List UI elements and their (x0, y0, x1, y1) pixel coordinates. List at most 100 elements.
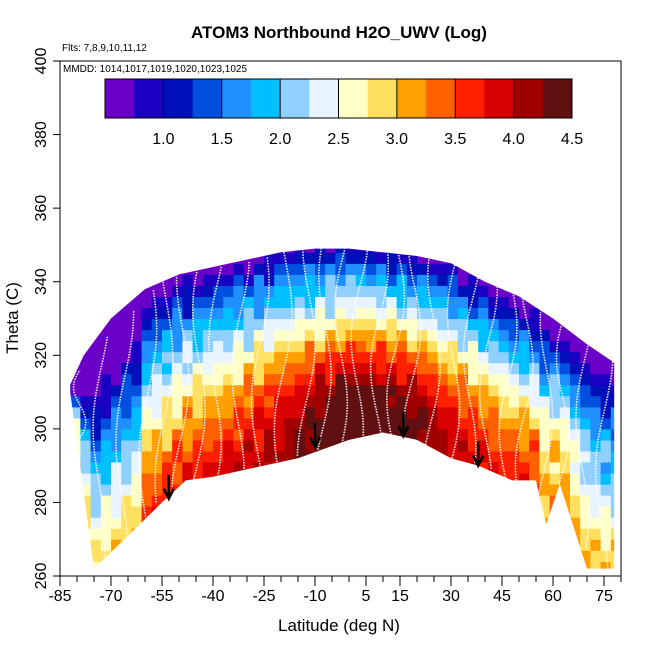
heatmap-cell (376, 252, 387, 264)
heatmap-cell (570, 373, 581, 386)
heatmap-cell (151, 340, 163, 353)
heatmap-cell (304, 263, 316, 275)
heatmap-cell (457, 285, 469, 297)
x-tick-label: 5 (362, 588, 371, 605)
heatmap-cell (417, 285, 428, 297)
heatmap-cell (406, 296, 418, 308)
x-tick-label: -70 (99, 588, 122, 605)
heatmap-cell (253, 318, 265, 331)
heatmap-cell (192, 351, 204, 364)
heatmap-cell (90, 517, 102, 529)
heatmap-cell (284, 406, 296, 419)
heatmap-cell (447, 318, 459, 331)
heatmap-cell (111, 406, 122, 419)
heatmap-cell (131, 307, 143, 320)
heatmap-cell (508, 450, 520, 463)
heatmap-cell (294, 296, 306, 308)
heatmap-cell (325, 395, 336, 408)
heatmap-cell (345, 296, 357, 308)
heatmap-cell (447, 362, 459, 375)
heatmap-cell (580, 340, 591, 353)
heatmap-cell (100, 439, 112, 452)
heatmap-cell (284, 417, 296, 430)
heatmap-cell (468, 406, 479, 419)
heatmap-cell (111, 384, 122, 397)
heatmap-cell (243, 351, 255, 364)
heatmap-cell (610, 506, 615, 518)
heatmap-cell (386, 285, 398, 297)
heatmap-cell (182, 340, 194, 353)
heatmap-cell (335, 362, 347, 375)
heatmap-cell (366, 351, 377, 364)
heatmap-cell (182, 373, 194, 386)
heatmap-cell (202, 450, 214, 463)
heatmap-cell (274, 252, 285, 264)
heatmap-cell (131, 506, 143, 518)
heatmap-cell (590, 406, 602, 419)
heatmap-cell (172, 384, 183, 397)
heatmap-cell (559, 395, 571, 408)
heatmap-cell (529, 373, 540, 386)
heatmap-cell (580, 406, 591, 419)
heatmap-cell (559, 417, 571, 430)
heatmap-cell (488, 318, 500, 331)
heatmap-cell (121, 484, 132, 496)
heatmap-cell (386, 263, 398, 275)
heatmap-cell (437, 274, 449, 286)
heatmap-cell (396, 406, 408, 419)
heatmap-cell (427, 351, 438, 364)
heatmap-cell (233, 362, 245, 375)
heatmap-cell (610, 373, 615, 386)
heatmap-cell (223, 318, 234, 331)
heatmap-cell (600, 539, 612, 551)
heatmap-cell (580, 384, 591, 397)
heatmap-cell (580, 550, 591, 562)
heatmap-cell (468, 362, 479, 375)
heatmap-cell (549, 329, 561, 342)
heatmap-cell (539, 506, 551, 518)
heatmap-cell (80, 439, 92, 452)
heatmap-cell (529, 340, 540, 353)
heatmap-cell (437, 417, 449, 430)
heatmap-cell (457, 428, 469, 441)
heatmap-cell (202, 274, 214, 286)
heatmap-cell (131, 384, 143, 397)
heatmap-cell (131, 340, 143, 353)
heatmap-cell (508, 428, 520, 441)
heatmap-cell (519, 384, 530, 397)
heatmap-cell (182, 473, 194, 485)
heatmap-cell (610, 450, 615, 463)
heatmap-cell (141, 462, 153, 474)
heatmap-cell (325, 439, 336, 452)
heatmap-cell (274, 428, 285, 441)
heatmap-cell (151, 484, 163, 496)
heatmap-cell (243, 462, 255, 474)
heatmap-cell (417, 406, 428, 419)
flight-profile-trace (594, 353, 614, 569)
heatmap-cell (304, 384, 316, 397)
heatmap-cell (549, 417, 561, 430)
heatmap-cell (223, 384, 234, 397)
heatmap-cell (600, 495, 612, 507)
heatmap-cell (590, 473, 602, 485)
heatmap-cell (162, 406, 173, 419)
heatmap-cell (131, 439, 143, 452)
heatmap-cell (274, 285, 285, 297)
heatmap-cell (141, 506, 153, 518)
heatmap-cell (141, 329, 153, 342)
colorbar-tick-label: 3.0 (386, 131, 408, 148)
heatmap-cell (304, 428, 316, 441)
heatmap-cell (202, 395, 214, 408)
heatmap-cell (610, 406, 615, 419)
heatmap-cell (325, 428, 336, 441)
heatmap-cell (478, 417, 489, 430)
heatmap-cell (172, 406, 183, 419)
heatmap-cell (192, 450, 204, 463)
heatmap-cell (498, 329, 510, 342)
y-tick-label: 280 (33, 489, 50, 516)
heatmap-cell (427, 296, 438, 308)
heatmap-cell (345, 373, 357, 386)
heatmap-cell (233, 428, 245, 441)
x-tick-label: -25 (252, 588, 275, 605)
heatmap-cell (406, 384, 418, 397)
